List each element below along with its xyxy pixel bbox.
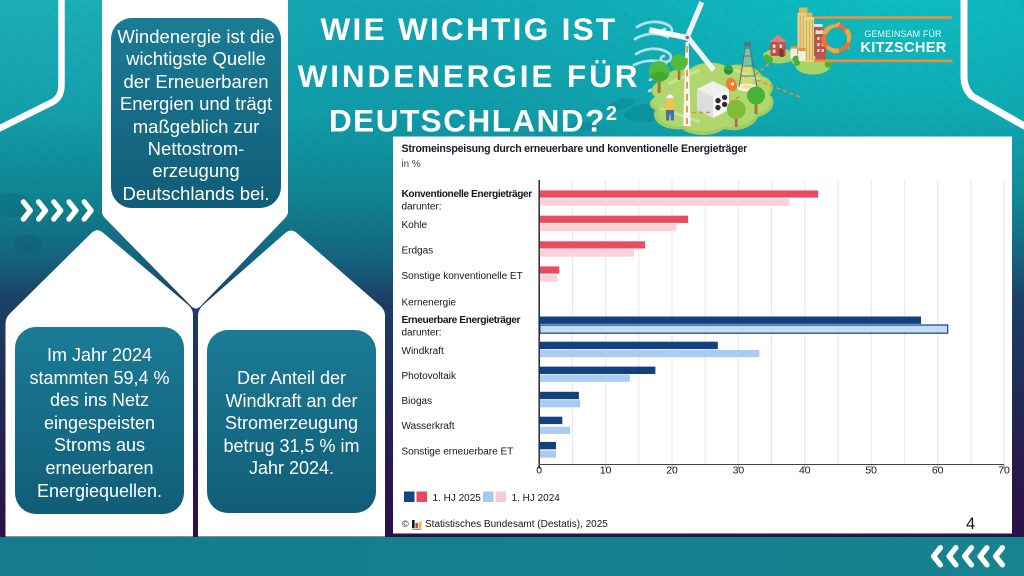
svg-text:GEMEINSAM FÜR: GEMEINSAM FÜR (864, 29, 942, 39)
svg-text:4: 4 (966, 515, 975, 533)
svg-text:Kohle: Kohle (402, 220, 428, 231)
svg-text:Kernenergie: Kernenergie (402, 298, 457, 309)
svg-text:Wasserkraft: Wasserkraft (402, 421, 455, 432)
svg-text:0: 0 (536, 466, 542, 477)
svg-text:40: 40 (799, 466, 811, 477)
svg-text:Statistisches Bundesamt (Desta: Statistisches Bundesamt (Destatis), 2025 (425, 519, 608, 530)
svg-text:Photovoltaik: Photovoltaik (402, 371, 457, 382)
svg-text:darunter:: darunter: (402, 328, 442, 339)
svg-text:1. HJ 2024: 1. HJ 2024 (512, 493, 561, 504)
svg-text:1. HJ 2025: 1. HJ 2025 (433, 493, 482, 504)
svg-text:in %: in % (402, 159, 421, 170)
svg-text:Erdgas: Erdgas (402, 246, 434, 257)
svg-text:30: 30 (733, 466, 745, 477)
svg-text:20: 20 (666, 466, 678, 477)
svg-text:KITZSCHER: KITZSCHER (860, 40, 946, 56)
svg-text:Biogas: Biogas (402, 396, 433, 407)
svg-text:Stromeinspeisung durch erneuer: Stromeinspeisung durch erneuerbare und k… (402, 143, 748, 155)
svg-text:Windkraft: Windkraft (402, 346, 444, 357)
svg-text:60: 60 (932, 466, 944, 477)
svg-text:darunter:: darunter: (402, 201, 442, 212)
svg-text:Sonstige erneuerbare ET: Sonstige erneuerbare ET (402, 446, 514, 457)
svg-text:Konventionelle Energieträger: Konventionelle Energieträger (402, 189, 533, 200)
svg-text:©: © (402, 519, 409, 529)
svg-text:Sonstige konventionelle ET: Sonstige konventionelle ET (402, 271, 523, 282)
svg-text:50: 50 (865, 466, 877, 477)
svg-text:Erneuerbare Energieträger: Erneuerbare Energieträger (402, 315, 521, 326)
svg-text:70: 70 (998, 466, 1010, 477)
svg-text:10: 10 (600, 466, 612, 477)
